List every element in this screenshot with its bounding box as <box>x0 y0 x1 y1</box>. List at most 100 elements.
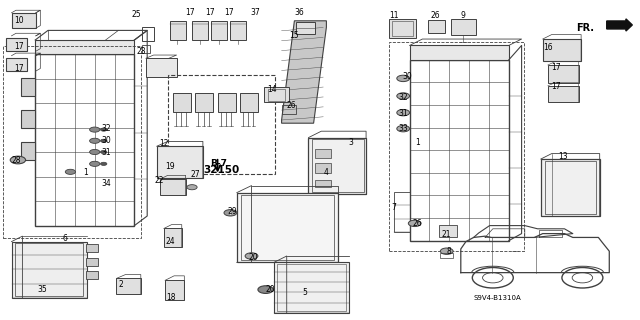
Text: 17: 17 <box>224 8 234 17</box>
Bar <box>86 244 98 252</box>
Bar <box>142 45 150 53</box>
Bar <box>168 75 275 174</box>
Circle shape <box>472 268 513 288</box>
Bar <box>264 87 289 102</box>
Circle shape <box>440 248 453 254</box>
Bar <box>35 40 134 54</box>
Text: 31: 31 <box>101 148 111 157</box>
Circle shape <box>90 138 100 143</box>
Text: 22: 22 <box>155 176 164 185</box>
Text: 17: 17 <box>552 63 561 72</box>
Text: 7: 7 <box>392 203 397 212</box>
Bar <box>86 271 98 279</box>
Text: 20: 20 <box>248 253 258 262</box>
Bar <box>389 42 524 251</box>
Bar <box>315 149 331 158</box>
Circle shape <box>90 149 100 155</box>
Text: 4: 4 <box>324 168 329 177</box>
Text: 10: 10 <box>14 16 24 25</box>
Circle shape <box>562 268 603 288</box>
Bar <box>15 243 83 296</box>
Text: 11: 11 <box>389 12 399 20</box>
Text: 36: 36 <box>294 8 304 17</box>
Bar <box>312 139 364 192</box>
Circle shape <box>397 93 410 99</box>
Text: 27: 27 <box>191 170 200 179</box>
Bar <box>170 21 186 40</box>
Text: 2: 2 <box>118 280 123 289</box>
Bar <box>541 159 600 216</box>
Bar <box>3 46 141 238</box>
Circle shape <box>100 139 107 142</box>
Bar <box>160 179 186 195</box>
Bar <box>543 39 581 61</box>
Bar <box>116 278 141 294</box>
Bar <box>157 146 203 178</box>
Bar <box>394 192 410 232</box>
Text: 17: 17 <box>186 8 195 17</box>
Circle shape <box>100 128 107 131</box>
Bar <box>410 45 509 60</box>
Text: 29: 29 <box>227 207 237 216</box>
Bar <box>173 93 191 112</box>
Circle shape <box>258 286 273 293</box>
Bar <box>428 20 445 33</box>
Circle shape <box>100 162 107 165</box>
Text: 6: 6 <box>63 234 68 243</box>
Bar <box>230 21 246 40</box>
Text: 23: 23 <box>136 47 146 56</box>
Text: FR.: FR. <box>576 23 594 33</box>
Bar <box>211 21 227 40</box>
Bar <box>192 21 208 40</box>
Text: S9V4-B1310A: S9V4-B1310A <box>474 295 522 300</box>
Bar <box>451 19 476 35</box>
Bar <box>282 105 296 114</box>
Circle shape <box>397 75 410 82</box>
Bar <box>274 262 349 313</box>
Bar <box>241 195 334 260</box>
Bar <box>410 60 509 241</box>
Text: 19: 19 <box>165 162 175 171</box>
Text: 17: 17 <box>205 8 214 17</box>
Bar <box>548 65 579 83</box>
Bar <box>6 58 27 71</box>
Bar <box>12 13 36 28</box>
Text: 33: 33 <box>398 124 408 133</box>
Text: 35: 35 <box>37 285 47 294</box>
Text: 8: 8 <box>447 247 451 256</box>
Bar <box>21 110 35 128</box>
Bar <box>6 38 27 51</box>
Text: 1: 1 <box>83 168 88 177</box>
Circle shape <box>187 185 197 190</box>
Bar <box>218 93 236 112</box>
Text: 17: 17 <box>14 42 24 51</box>
Bar <box>164 228 182 247</box>
Bar <box>12 242 87 298</box>
Circle shape <box>10 156 26 164</box>
Text: 15: 15 <box>289 31 299 40</box>
Bar <box>440 253 453 258</box>
Text: 34: 34 <box>101 180 111 188</box>
Circle shape <box>90 127 100 132</box>
Bar <box>165 280 184 300</box>
Text: 25: 25 <box>131 10 141 19</box>
Text: 9: 9 <box>461 12 466 20</box>
Bar <box>439 225 457 237</box>
Text: 3: 3 <box>349 138 354 147</box>
Bar <box>21 142 35 160</box>
Text: 1: 1 <box>415 138 419 147</box>
Polygon shape <box>282 21 326 123</box>
Text: 26: 26 <box>413 219 422 228</box>
Text: 32150: 32150 <box>204 165 240 175</box>
Text: 28: 28 <box>12 156 21 165</box>
Bar <box>315 163 331 173</box>
Circle shape <box>408 220 421 227</box>
Text: 30: 30 <box>101 136 111 145</box>
Circle shape <box>397 109 410 116</box>
Text: 5: 5 <box>302 288 307 297</box>
Bar <box>308 138 366 194</box>
Circle shape <box>100 150 107 154</box>
Bar <box>195 93 213 112</box>
Bar <box>268 89 285 101</box>
Bar <box>21 78 35 96</box>
